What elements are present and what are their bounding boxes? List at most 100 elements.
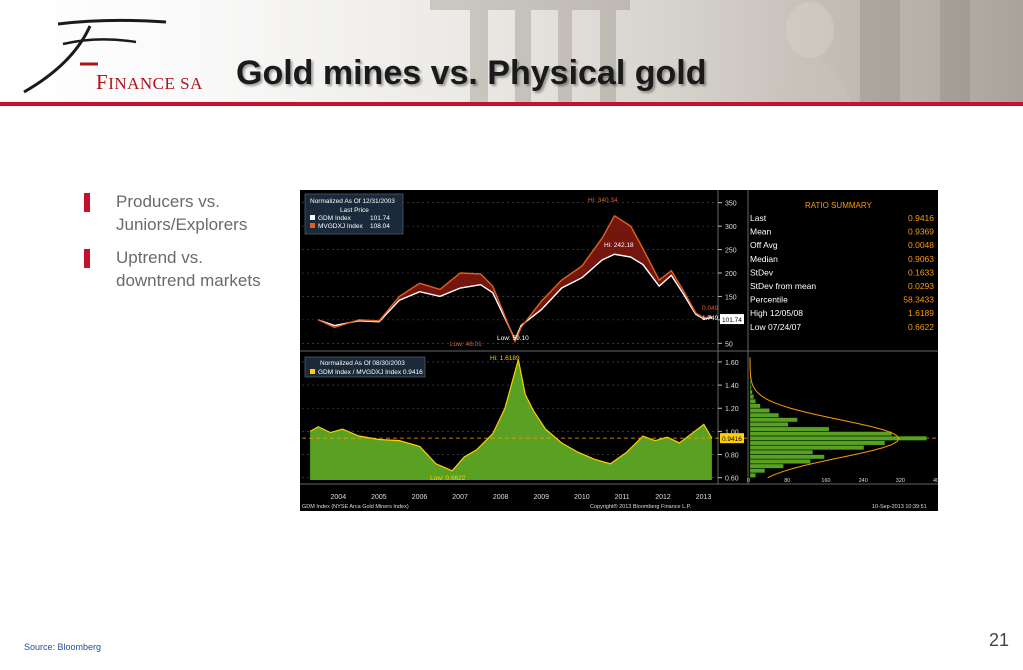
histogram-bar: [749, 459, 811, 464]
y-tick-label: 0.60: [725, 476, 739, 483]
summary-label: StDev: [750, 267, 774, 277]
legend-box: [304, 193, 404, 235]
histogram-bar: [749, 380, 752, 386]
legend-swatch: [310, 369, 315, 374]
y-tick-label: 1.00: [725, 429, 739, 436]
histogram-bar: [749, 403, 761, 409]
legend-value: 108.04: [370, 223, 390, 230]
bullet-marker-icon: [84, 249, 90, 268]
summary-value: 0.6622: [908, 322, 934, 332]
summary-title: RATIO SUMMARY: [805, 201, 872, 210]
hist-x-tick-label: 0: [747, 478, 750, 484]
series-line-mvgdxj: [317, 214, 713, 344]
spread-fill: [318, 215, 712, 342]
x-tick-label: 2004: [331, 494, 347, 501]
chart-annotation: Low: 48.01: [450, 341, 482, 348]
ratio-area: [310, 359, 712, 480]
summary-value: 0.1633: [908, 267, 934, 277]
histogram-bar: [749, 422, 789, 427]
chart-annotation: Low: 59.10: [497, 335, 529, 342]
summary-value: 0.9369: [908, 227, 934, 237]
bloomberg-chart-panel: 35030025020015010050Normalized As Of 12/…: [300, 190, 938, 511]
bullet-text: Uptrend vs. downtrend markets: [116, 248, 261, 290]
x-tick-label: 2013: [696, 494, 712, 501]
chart-footer: 10-Sep-2013 10:39:51: [872, 504, 927, 510]
histogram-bar: [749, 412, 779, 418]
histogram-bar: [749, 454, 825, 460]
chart-annotation: Low: 0.6622: [430, 475, 466, 482]
histogram-bar: [749, 473, 756, 478]
bullet-text: Producers vs. Juniors/Explorers: [116, 192, 248, 234]
y-tick-label: 1.60: [725, 360, 739, 367]
hist-x-tick-label: 320: [896, 478, 905, 484]
summary-label: Mean: [750, 227, 772, 237]
chart-annotation: Hi: 242.18: [604, 242, 634, 249]
ratio-line: [309, 359, 713, 472]
histogram-bar: [749, 463, 784, 469]
histogram-bar: [749, 385, 752, 390]
logo-wordmark: FINANCE SA: [96, 70, 203, 94]
chart-annotation: 1.749: [702, 315, 719, 322]
histogram-bar: [749, 389, 753, 395]
y-tick-label: 350: [725, 201, 737, 208]
x-tick-label: 2009: [533, 494, 549, 501]
series-line-gdm: [318, 253, 713, 342]
chart-svg: 35030025020015010050Normalized As Of 12/…: [300, 190, 938, 510]
histogram-bar: [749, 417, 798, 423]
bullet-marker-icon: [84, 193, 90, 212]
legend-value: 101.74: [370, 215, 390, 222]
histogram-bar: [749, 445, 865, 450]
hist-x-tick-label: 160: [821, 478, 830, 484]
y-tick-label: 0.80: [725, 453, 739, 460]
x-tick-label: 2007: [452, 494, 468, 501]
y-tick-label: 50: [725, 341, 733, 348]
x-tick-label: 2006: [412, 494, 428, 501]
last-price-label: 101.74: [722, 317, 742, 324]
chart-footer: Copyright® 2013 Bloomberg Finance L.P.: [590, 503, 692, 510]
chart-annotation: Hi: 1.6189: [490, 355, 520, 362]
summary-label: Low 07/24/07: [750, 322, 801, 332]
hist-x-tick-label: 240: [859, 478, 868, 484]
histogram-bar: [749, 399, 756, 404]
y-tick-label: 1.40: [725, 383, 739, 390]
bullet-list: Producers vs. Juniors/Explorers Uptrend …: [84, 190, 284, 302]
x-tick-label: 2011: [615, 494, 630, 501]
histogram-bar: [749, 408, 770, 413]
legend-entry: MVGDXJ Index: [318, 223, 364, 230]
summary-value: 0.0293: [908, 281, 934, 291]
summary-label: High 12/05/08: [750, 308, 803, 318]
header-banner: FINANCE SA Gold mines vs. Physical gold: [0, 0, 1023, 104]
histogram-bar: [749, 440, 886, 446]
x-tick-label: 2005: [371, 494, 387, 501]
summary-value: 0.9063: [908, 254, 934, 264]
histogram-bar: [749, 426, 830, 432]
bullet-item: Producers vs. Juniors/Explorers: [84, 190, 284, 236]
y-tick-label: 200: [725, 271, 737, 278]
legend-entry: GDM Index / MVGDXJ Index 0.9416: [318, 369, 423, 376]
legend-swatch: [310, 223, 315, 228]
histogram-bar: [749, 436, 927, 441]
page-number: 21: [988, 630, 1009, 650]
summary-value: 0.9416: [908, 213, 934, 223]
source-note: Source: Bloomberg: [24, 642, 102, 652]
header-divider: [0, 102, 1023, 106]
summary-label: Off Avg: [750, 240, 778, 250]
x-tick-label: 2012: [655, 494, 671, 501]
histogram-bar: [749, 394, 754, 399]
summary-label: Last: [750, 213, 767, 223]
legend-title: Normalized As Of 08/30/2003: [320, 360, 405, 367]
finance-sa-logo-icon: [23, 18, 167, 94]
normal-curve: [749, 357, 900, 479]
y-tick-label: 250: [725, 248, 737, 255]
last-price-tag: [720, 314, 744, 325]
hist-x-tick-label: 80: [784, 478, 790, 484]
summary-label: Median: [750, 254, 778, 264]
chart-annotation: 0.049: [702, 305, 719, 312]
histogram-bar: [749, 449, 813, 455]
summary-label: Percentile: [750, 295, 788, 305]
x-tick-label: 2008: [493, 494, 509, 501]
y-tick-label: 150: [725, 294, 737, 301]
last-ratio-tag: [720, 433, 744, 444]
summary-value: 58.3433: [903, 295, 934, 305]
